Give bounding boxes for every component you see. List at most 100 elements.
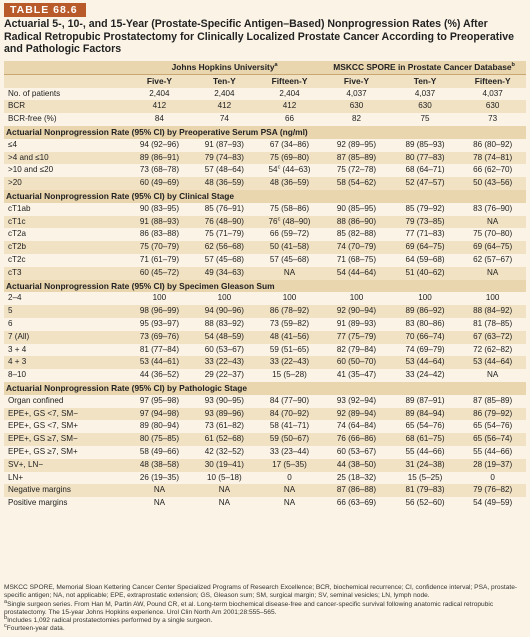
table-cell: 60 (45–72) [126,266,192,280]
table-cell: NA [256,484,323,498]
table-cell: 89 (86–91) [126,151,192,165]
table-cell: 91 (87–93) [191,138,257,152]
table-cell: 51 (40–62) [390,266,460,280]
row-label: >10 and ≤20 [4,164,127,178]
row-label: BCR-free (%) [4,113,127,126]
table-cell: 87 (85–89) [459,394,526,408]
table-cell: 92 (89–94) [322,407,391,421]
table-cell: 58 (49–66) [126,445,192,459]
table-cell: NA [459,369,526,382]
table-cell: 88 (84–92) [459,305,526,318]
table-cell: 69 (64–75) [459,241,526,254]
row-label: 4 + 3 [4,356,127,370]
table-cell: 28 (19–37) [459,458,526,472]
table-cell: 54 (48–59) [191,330,257,344]
table-cell: 58 (54–62) [322,177,391,190]
table-cell: 89 (80–94) [126,420,192,434]
table-cell: 60 (49–69) [126,177,192,190]
footnote-mark: c [4,623,7,630]
table-cell: 44 (36–52) [126,369,192,382]
table-row: BCR-free (%) 84 74 66 82 75 73 [4,113,526,126]
table-cell: 75 (70–80) [459,228,526,242]
table-row: 2–4 100 100 100 100 100 100 [4,292,526,306]
table-row: No. of patients 2,404 2,404 2,404 4,037 4,037… [4,87,526,101]
table-cell: 88 (86–90) [322,215,391,229]
table-row: Organ confined 97 (95–98) 93 (90–95) 84 (77… [4,394,526,408]
row-label: cT2a [4,228,127,242]
table-cell: 85 (76–91) [191,202,257,216]
footnote-mark: a [274,62,278,69]
table-cell: 87 (85–89) [322,151,391,165]
table-cell: 53 (44–61) [126,356,192,370]
table-cell: 81 (79–83) [390,484,460,498]
table-cell: 71 (68–75) [322,253,391,267]
table-cell: 4,037 [390,87,460,101]
table-cell: 100 [390,292,460,306]
table-cell: 75 (69–80) [256,151,323,165]
table-cell: 69 (64–75) [390,241,460,254]
section-title: Actuarial Nonprogression Rate (95% CI) b… [4,125,526,139]
table-cell: 50 (43–56) [459,177,526,190]
table-cell: 42 (32–52) [191,445,257,459]
table-cell: 74 (64–84) [322,420,391,434]
table-cell: 58 (41–71) [256,420,323,434]
table-cell: 68 (61–75) [390,433,460,446]
table-cell: 66 (62–70) [459,164,526,178]
table-cell: 75 (72–78) [322,164,391,178]
table-body: No. of patients 2,404 2,404 2,404 4,037 4,037… [4,87,526,510]
table-cell: 97 (95–98) [126,394,192,408]
row-label: Negative margins [4,484,127,498]
subheader: Fifteen-Y [459,74,526,88]
table-cell: NA [126,497,192,510]
table-cell: 33 (22–43) [256,356,323,370]
table-cell: 2,404 [126,87,192,101]
table-cell: 630 [322,100,391,114]
table-row: 6 95 (93–97) 88 (83–92) 73 (59–82) 91 (89–93… [4,317,526,331]
table-cell: 53 (44–64) [390,356,460,370]
row-label: EPE+, GS <7, SM− [4,407,127,421]
table-cell: 74 (70–79) [322,241,391,254]
row-label: EPE+, GS ≥7, SM− [4,433,127,446]
row-label: cT2c [4,253,127,267]
table-row: cT1c 91 (88–93) 76 (48–90) 76c (48–90) 88 (8… [4,215,526,229]
footnote: MSKCC SPORE, Memorial Sloan Kettering Ca… [4,584,518,600]
table-cell: 91 (89–93) [322,317,391,331]
footnotes: MSKCC SPORE, Memorial Sloan Kettering Ca… [4,584,526,634]
table-cell: 50 (41–58) [256,241,323,254]
row-label: BCR [4,100,127,114]
table-cell: 79 (76–82) [459,484,526,498]
table-cell: 0 [256,471,323,485]
table-row: Positive margins NA NA NA 66 (63–69) 56 (52–6… [4,497,526,510]
table-cell: 61 (52–68) [191,433,257,446]
table-cell: NA [459,266,526,280]
table-cell: 26 (19–35) [126,471,192,485]
group-header-jhu: Johns Hopkins Universitya [126,61,323,75]
row-label: No. of patients [4,87,127,101]
table-cell: 98 (96–99) [126,305,192,318]
table-row: 8–10 44 (36–52) 29 (22–37) 15 (5–28) 41 (35–… [4,369,526,382]
table-row: >4 and ≤10 89 (86–91) 79 (74–83) 75 (69–80)… [4,151,526,165]
table-cell: NA [126,484,192,498]
table-cell: 59 (51–65) [256,343,323,357]
table-cell: 93 (92–94) [322,394,391,408]
footnote-mark: a [4,598,8,605]
table-cell: 86 (78–92) [256,305,323,318]
table-cell: 630 [459,100,526,114]
table-cell: 54 (49–59) [459,497,526,510]
table-cell: 92 (90–94) [322,305,391,318]
table-cell: 48 (38–58) [126,458,192,472]
table-row: 5 98 (96–99) 94 (90–96) 86 (78–92) 92 (90–94… [4,305,526,318]
table-cell: 55 (44–66) [459,445,526,459]
table-cell: 89 (85–93) [390,138,460,152]
table-cell: 60 (53–67) [191,343,257,357]
table-row: 4 + 3 53 (44–61) 33 (22–43) 33 (22–43) 60 (5… [4,356,526,370]
table-row: EPE+, GS ≥7, SM− 80 (75–85) 61 (52–68) 59 (… [4,433,526,446]
table-cell: 62 (57–67) [459,253,526,267]
row-label: 6 [4,317,127,331]
table-row: EPE+, GS <7, SM− 97 (94–98) 93 (89–96) 84 (… [4,407,526,421]
table-row: Negative margins NA NA NA 87 (86–88) 81 (79–8… [4,484,526,498]
table-cell: 100 [126,292,192,306]
row-label: EPE+, GS ≥7, SM+ [4,445,127,459]
table-cell: 2,404 [191,87,257,101]
